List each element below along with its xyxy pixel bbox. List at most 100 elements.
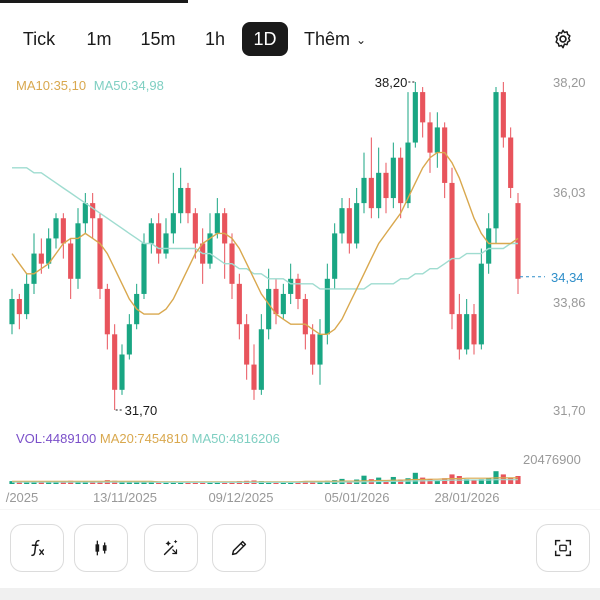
candle bbox=[163, 218, 169, 259]
ma50-line bbox=[12, 167, 518, 290]
fullscreen-icon bbox=[554, 539, 572, 557]
candle bbox=[192, 208, 198, 259]
candle bbox=[156, 213, 162, 264]
ai-analysis-button[interactable] bbox=[144, 524, 198, 572]
candle bbox=[412, 82, 418, 148]
candle bbox=[24, 273, 30, 320]
candle bbox=[493, 87, 499, 244]
volume-bar bbox=[46, 481, 52, 484]
candle bbox=[112, 324, 118, 410]
candle bbox=[16, 293, 22, 330]
tab-15m[interactable]: 15m bbox=[140, 29, 176, 49]
volume-ma50-line bbox=[12, 479, 518, 483]
candle bbox=[508, 127, 514, 199]
drawing-tool-button[interactable] bbox=[212, 524, 266, 572]
candle bbox=[126, 314, 132, 360]
candle bbox=[222, 208, 228, 279]
candle bbox=[398, 147, 404, 219]
volume-bar bbox=[508, 477, 514, 484]
tab-1h[interactable]: 1h bbox=[204, 29, 226, 49]
x-tick-label: 13/11/2025 bbox=[93, 490, 157, 505]
candle bbox=[148, 218, 154, 254]
candle bbox=[302, 293, 308, 350]
candle bbox=[368, 137, 374, 219]
candle bbox=[339, 198, 345, 244]
candle bbox=[310, 324, 316, 375]
candle bbox=[119, 344, 125, 395]
candle bbox=[229, 233, 235, 299]
volume-bar bbox=[200, 482, 206, 484]
volume-bar bbox=[302, 481, 308, 484]
volume-bar bbox=[53, 482, 59, 484]
candle bbox=[471, 304, 477, 355]
volume-bar bbox=[295, 482, 301, 484]
candle bbox=[141, 233, 147, 299]
candle bbox=[295, 273, 301, 310]
vol-ma50-value: MA50:4816206 bbox=[191, 431, 280, 446]
candle bbox=[75, 208, 81, 289]
indicator-function-button[interactable] bbox=[10, 524, 64, 572]
x-tick-label: 28/01/2026 bbox=[434, 490, 499, 505]
candle bbox=[427, 112, 433, 173]
y-tick-label: 31,70 bbox=[553, 403, 586, 418]
candle bbox=[31, 233, 37, 294]
volume-bar bbox=[185, 482, 191, 484]
candle bbox=[178, 167, 184, 224]
volume-bar bbox=[478, 479, 484, 484]
volume-indicator-legend: VOL:4489100 MA20:7454810 MA50:4816206 bbox=[16, 431, 280, 446]
current-price-label: 34,34 bbox=[551, 270, 584, 285]
candle bbox=[478, 248, 484, 350]
candle bbox=[258, 314, 264, 395]
candle bbox=[244, 314, 250, 380]
volume-bar bbox=[82, 482, 88, 484]
vol-ma20-value: MA20:7454810 bbox=[99, 431, 189, 446]
y-tick-label: 33,86 bbox=[553, 295, 586, 310]
gear-icon[interactable] bbox=[552, 28, 574, 50]
pencil-icon bbox=[231, 540, 247, 556]
candle bbox=[82, 193, 88, 234]
volume-axis-label: 20476900 bbox=[523, 452, 581, 467]
price-indicator-legend: MA10:35,10 MA50:34,98 bbox=[16, 78, 168, 93]
volume-bar bbox=[90, 482, 96, 484]
chart-type-button[interactable] bbox=[74, 524, 128, 572]
volume-bar bbox=[214, 482, 220, 484]
candle bbox=[68, 238, 74, 299]
tab-tick[interactable]: Tick bbox=[22, 29, 56, 49]
candle bbox=[9, 288, 15, 335]
volume-bar bbox=[317, 482, 323, 484]
high-price-label: 38,20 bbox=[375, 75, 408, 90]
volume-bar bbox=[31, 482, 37, 484]
volume-bar bbox=[471, 480, 477, 484]
candle bbox=[251, 344, 257, 400]
bottom-tab-strip bbox=[0, 588, 600, 600]
candle bbox=[60, 213, 66, 259]
low-price-label: 31,70 bbox=[125, 403, 158, 418]
candles bbox=[9, 82, 521, 410]
volume-bar bbox=[464, 479, 470, 484]
volume-bar bbox=[486, 478, 492, 484]
candle bbox=[236, 273, 242, 340]
candle bbox=[361, 152, 367, 214]
price-chart[interactable]: 38,20 36,03 33,86 31,70/2025 13/11/2025 09/12… bbox=[0, 60, 600, 510]
candle bbox=[214, 198, 220, 239]
more-timeframes-dropdown[interactable]: Thêm ⌄ bbox=[304, 22, 366, 56]
x-tick-label: 05/01/2026 bbox=[324, 490, 389, 505]
volume-bar bbox=[442, 478, 448, 484]
candle bbox=[90, 193, 96, 239]
candle bbox=[170, 172, 176, 244]
candle bbox=[97, 213, 103, 299]
volume-bar bbox=[192, 482, 198, 484]
candle bbox=[449, 167, 455, 330]
volume-bar bbox=[16, 481, 22, 484]
volume-bar bbox=[163, 482, 169, 484]
more-label: Thêm bbox=[304, 29, 351, 49]
candle bbox=[354, 187, 360, 249]
tab-1m[interactable]: 1m bbox=[86, 29, 112, 49]
ma50-value: MA50:34,98 bbox=[93, 78, 164, 93]
candle bbox=[376, 147, 382, 219]
volume-bar bbox=[156, 482, 162, 484]
candle bbox=[53, 213, 59, 249]
fullscreen-button[interactable] bbox=[536, 524, 590, 572]
tab-1d[interactable]: 1D bbox=[242, 22, 288, 56]
volume-bar bbox=[273, 482, 279, 484]
